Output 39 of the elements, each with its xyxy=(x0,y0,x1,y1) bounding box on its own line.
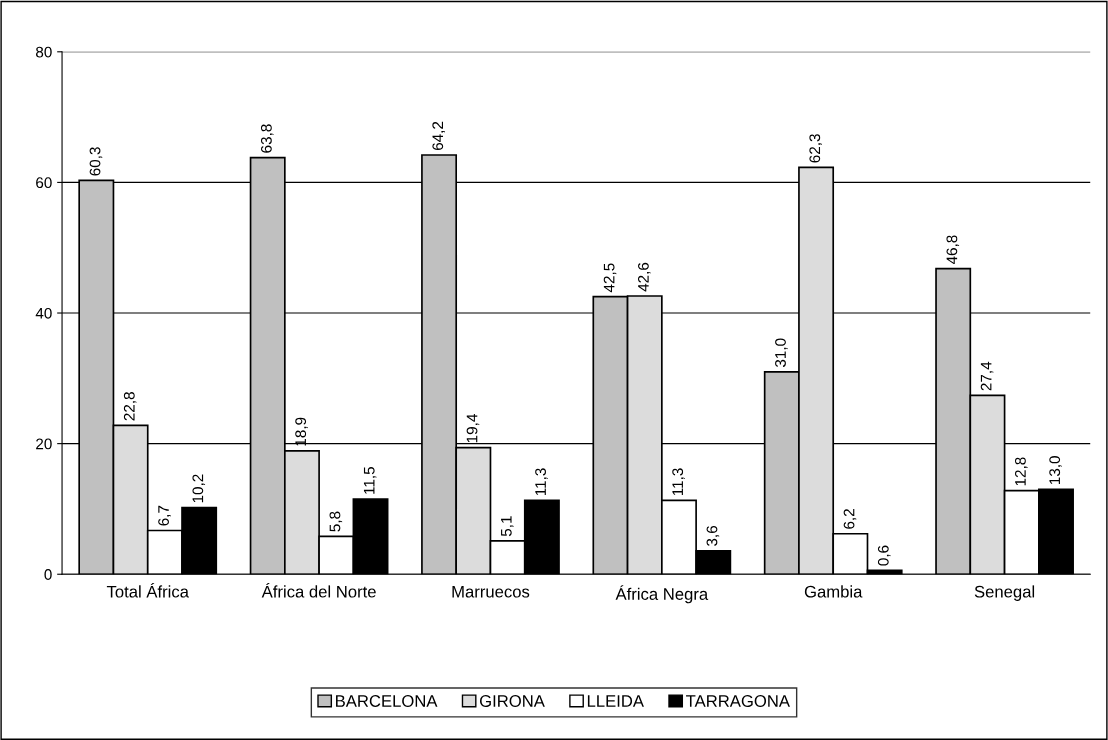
data-label: 6,2 xyxy=(843,509,857,529)
data-label: 11,3 xyxy=(672,468,685,496)
data-label: 31,0 xyxy=(775,338,788,368)
data-label: 60,3 xyxy=(89,147,103,176)
data-label: 11,5 xyxy=(363,467,377,494)
y-tick-label: 40 xyxy=(35,307,52,319)
data-label: 22,8 xyxy=(123,392,137,421)
data-label: 19,4 xyxy=(466,414,480,443)
y-tick-label: 80 xyxy=(36,46,52,58)
data-label: 42,6 xyxy=(637,262,651,292)
data-label: 11,3 xyxy=(535,468,548,496)
x-tick-label: Total África xyxy=(106,582,189,598)
y-tick-label: 60 xyxy=(36,177,52,189)
data-label: 5,8 xyxy=(329,511,343,532)
data-label: 10,2 xyxy=(192,474,206,503)
data-label: 5,1 xyxy=(501,516,514,537)
data-label: 13,0 xyxy=(1049,456,1062,485)
x-tick-label: Senegal xyxy=(974,585,1035,601)
legend-label: LLEIDA xyxy=(587,695,644,707)
data-label: 6,7 xyxy=(158,505,171,526)
data-label: 27,4 xyxy=(980,361,994,391)
data-label: 18,9 xyxy=(295,417,308,446)
data-label: 12,8 xyxy=(1015,457,1028,486)
data-label: 3,6 xyxy=(706,526,720,546)
x-tick-label: África del Norte xyxy=(261,582,376,598)
data-label: 64,2 xyxy=(432,121,445,151)
y-tick-label: 20 xyxy=(36,438,52,450)
legend-label: GIRONA xyxy=(479,695,545,707)
legend-label: BARCELONA xyxy=(336,695,438,707)
legend-label: TARRAGONA xyxy=(686,695,790,707)
x-tick-label: África Negra xyxy=(615,585,709,604)
data-label: 46,8 xyxy=(946,235,960,265)
data-label: 62,3 xyxy=(809,134,822,163)
x-tick-label: Gambia xyxy=(804,585,863,598)
y-tick-label: 0 xyxy=(44,569,52,580)
x-tick-label: Marruecos xyxy=(452,585,530,598)
data-label: 0,6 xyxy=(877,545,891,566)
data-label: 63,8 xyxy=(260,124,274,153)
data-label: 42,5 xyxy=(603,263,617,293)
